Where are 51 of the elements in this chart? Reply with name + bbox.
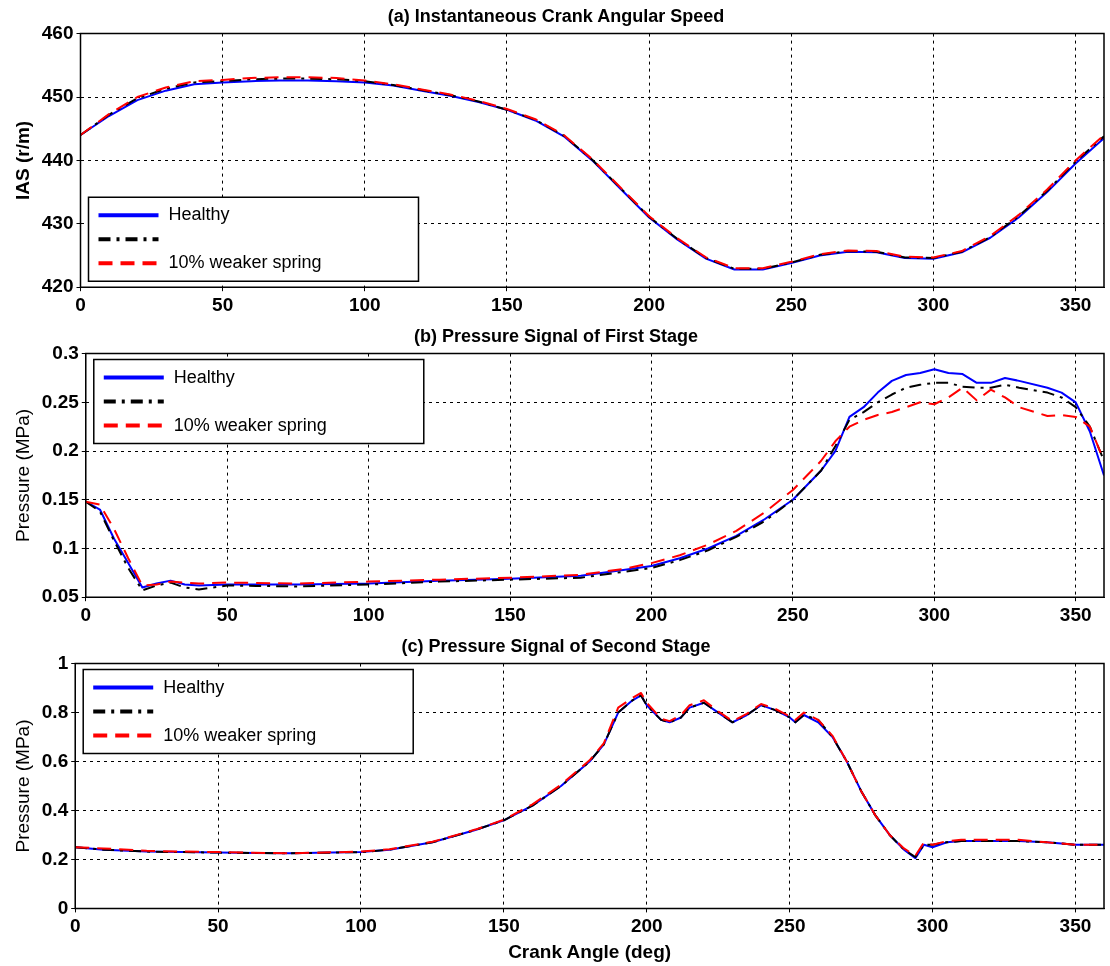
y-tick-label: 0.4 — [41, 798, 69, 820]
y-tick-label: 420 — [41, 275, 74, 297]
x-tick-label: 300 — [916, 915, 949, 937]
x-tick-label: 350 — [1059, 915, 1092, 937]
legend-label: 10% weaker spring — [163, 724, 317, 745]
x-tick-label: 150 — [494, 603, 526, 625]
legend-label: Healthy — [173, 366, 235, 387]
x-tick-label: 350 — [1059, 603, 1092, 625]
chart-title: (a) Instantaneous Crank Angular Speed — [387, 5, 725, 26]
chart-title: (b) Pressure Signal of First Stage — [413, 325, 699, 346]
y-tick-label: 450 — [41, 85, 74, 107]
y-tick-label: 0.25 — [41, 390, 80, 412]
x-tick-label: 300 — [918, 603, 951, 625]
x-tick-label: 50 — [212, 293, 234, 315]
y-tick-label: 440 — [41, 148, 74, 170]
y-axis-title: Pressure (MPa) — [11, 408, 33, 542]
y-tick-label: 460 — [41, 21, 74, 43]
x-tick-label: 150 — [491, 293, 523, 315]
x-tick-label: 50 — [216, 603, 238, 625]
x-tick-label: 100 — [352, 603, 385, 625]
y-tick-label: 0.2 — [52, 439, 79, 461]
y-tick-label: 0.2 — [41, 847, 69, 869]
y-tick-label: 0 — [57, 896, 69, 918]
legend-label: 10% weaker spring — [168, 252, 322, 273]
x-tick-label: 200 — [635, 603, 668, 625]
x-tick-label: 250 — [777, 603, 809, 625]
legend-label: Healthy — [163, 676, 225, 697]
y-tick-label: 0.15 — [41, 487, 80, 509]
y-axis-title: Pressure (MPa) — [11, 719, 33, 853]
x-tick-label: 250 — [775, 293, 808, 315]
x-axis-title: Crank Angle (deg) — [508, 940, 672, 962]
x-tick-label: 200 — [630, 915, 663, 937]
x-tick-label: 200 — [633, 293, 665, 315]
y-tick-label: 0.1 — [52, 536, 80, 558]
y-tick-label: 0.6 — [41, 749, 69, 771]
y-axis-title: IAS (r/m) — [11, 120, 33, 200]
x-tick-label: 350 — [1059, 293, 1092, 315]
y-tick-label: 1 — [57, 651, 69, 673]
y-tick-label: 0.05 — [41, 585, 80, 607]
y-tick-label: 0.8 — [41, 700, 69, 722]
x-tick-label: 300 — [917, 293, 950, 315]
legend-label: Healthy — [168, 204, 230, 225]
legend-label: 10% weaker spring — [173, 414, 327, 435]
y-tick-label: 430 — [41, 212, 74, 234]
y-tick-label: 0.3 — [52, 341, 79, 363]
x-tick-label: 150 — [488, 915, 520, 937]
chart-title: (c) Pressure Signal of Second Stage — [401, 635, 711, 656]
x-tick-label: 100 — [345, 915, 377, 937]
x-tick-label: 250 — [773, 915, 806, 937]
x-tick-label: 50 — [207, 915, 229, 937]
x-tick-label: 100 — [348, 293, 381, 315]
